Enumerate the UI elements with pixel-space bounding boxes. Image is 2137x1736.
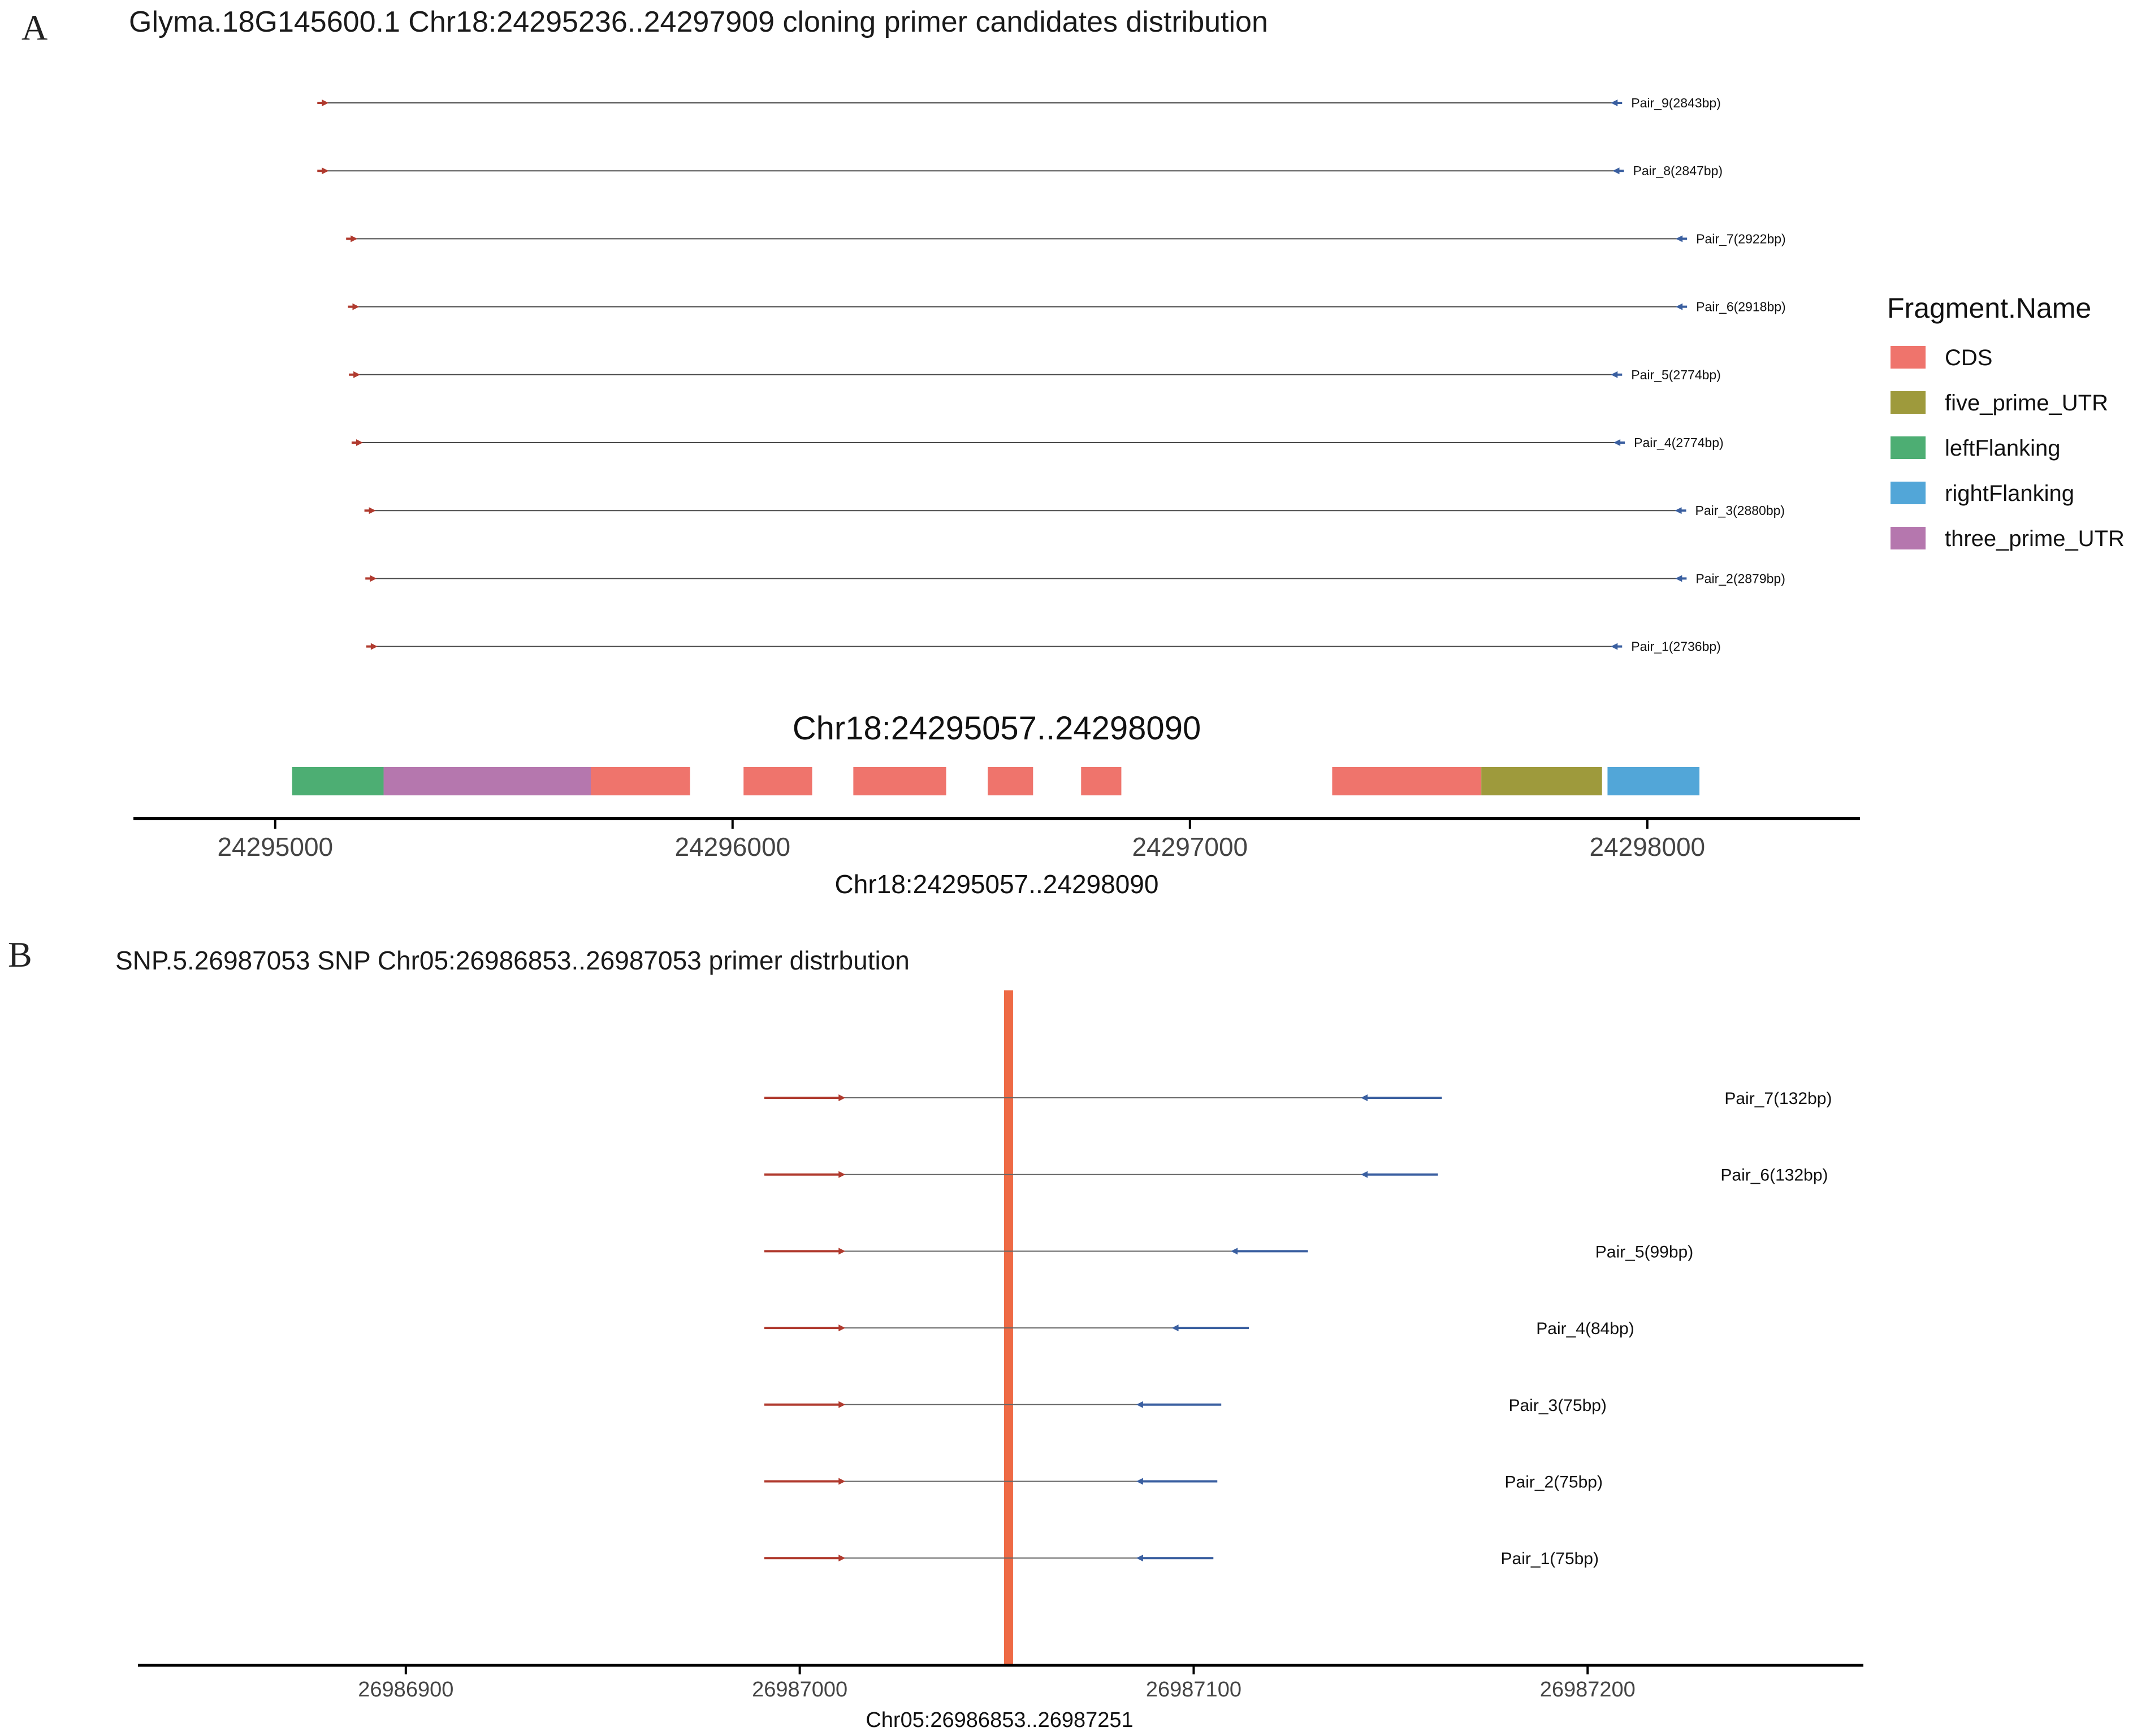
panel-a-gene-track-title: Chr18:24295057..24298090 (793, 710, 1201, 747)
panel-a-pair-label: Pair_8(2847bp) (1633, 163, 1723, 178)
panel-a-x-tick-label: 24296000 (674, 832, 790, 861)
panel-b-forward-primer-arrow (838, 1401, 846, 1408)
panel-b-forward-primer-arrow (838, 1094, 846, 1101)
panel-b-pair-label: Pair_5(99bp) (1595, 1243, 1693, 1261)
panel-b-reverse-primer-arrow (1136, 1555, 1143, 1562)
panel-a-forward-primer-arrow (353, 371, 361, 378)
panel-b-pair-label: Pair_6(132bp) (1720, 1166, 1828, 1185)
legend-label-CDS: CDS (1945, 345, 1992, 370)
panel-b-x-tick-label: 26987100 (1146, 1678, 1241, 1702)
legend-swatch-CDS (1891, 346, 1926, 369)
panel-b-pair-label: Pair_3(75bp) (1508, 1396, 1606, 1415)
panel-b-reverse-primer-arrow (1231, 1248, 1238, 1255)
panel-a-reverse-primer-arrow (1613, 439, 1621, 446)
panel-b-title: SNP.5.26987053 SNP Chr05:26986853..26987… (115, 946, 910, 975)
panel-b-forward-primer-arrow (838, 1171, 846, 1178)
panel-a-forward-primer-arrow (322, 99, 329, 106)
panel-a-fragment-CDS (591, 767, 690, 795)
panel-a-gene-fragments (292, 767, 1700, 795)
panel-b-pair-label: Pair_4(84bp) (1536, 1319, 1634, 1338)
panel-a-fragment-CDS (1081, 767, 1122, 795)
panel-a-reverse-primer-arrow (1675, 575, 1682, 582)
panel-a-fragment-CDS (743, 767, 812, 795)
panel-a-x-tick-label: 24298000 (1589, 832, 1705, 861)
panel-a-pair-label: Pair_4(2774bp) (1634, 435, 1724, 450)
panel-a-reverse-primer-arrow (1676, 235, 1683, 243)
panel-b-reverse-primer-arrow (1171, 1324, 1179, 1332)
panel-a-pair-label: Pair_7(2922bp) (1696, 231, 1786, 246)
panel-b-reverse-primer-arrow (1361, 1171, 1368, 1178)
panel-a-reverse-primer-arrow (1675, 507, 1682, 514)
panel-a-letter: A (21, 7, 47, 47)
panel-a-fragment-rightFlanking (1607, 767, 1700, 795)
panel-a-pair-label: Pair_3(2880bp) (1695, 503, 1785, 518)
panel-a-reverse-primer-arrow (1676, 303, 1683, 310)
panel-a-reverse-primer-arrow (1611, 99, 1618, 106)
panel-b-reverse-primer-arrow (1361, 1094, 1368, 1101)
panel-a-pair-label: Pair_2(2879bp) (1695, 571, 1785, 586)
panel-b-forward-primer-arrow (838, 1478, 846, 1485)
panel-a-forward-primer-arrow (370, 575, 377, 582)
legend-label-leftFlanking: leftFlanking (1945, 436, 2061, 461)
legend-swatch-rightFlanking (1891, 482, 1926, 504)
panel-b-x-tick-label: 26987200 (1540, 1678, 1636, 1702)
panel-a-x-ticks: 24295000 24296000 24297000 24298000 (217, 819, 1705, 861)
panel-a-pair-label: Pair_5(2774bp) (1631, 367, 1721, 382)
panel-b-letter: B (8, 934, 32, 975)
panel-a-fragment-CDS (988, 767, 1033, 795)
panel-a-forward-primer-arrow (322, 167, 329, 175)
panel-a-reverse-primer-arrow (1612, 167, 1620, 175)
panel-b-forward-primer-arrow (838, 1248, 846, 1255)
panel-a-fragment-CDS (853, 767, 946, 795)
panel-a-forward-primer-arrow (356, 439, 363, 446)
panel-a-forward-primer-arrow (352, 303, 360, 310)
panel-a-forward-primer-arrow (351, 235, 358, 243)
legend-label-five_prime_UTR: five_prime_UTR (1945, 391, 2108, 415)
panel-b-x-tick-label: 26986900 (358, 1678, 453, 1702)
panel-a-primer-pairs: Pair_9(2843bp) Pair_8(2847bp) Pair_7(2922b… (317, 96, 1786, 654)
panel-b-reverse-primer-arrow (1136, 1478, 1143, 1485)
panel-a-fragment-CDS (1332, 767, 1482, 795)
panel-a-fragment-three_prime_UTR (383, 767, 591, 795)
panel-a-reverse-primer-arrow (1611, 643, 1618, 650)
legend-title: Fragment.Name (1887, 292, 2091, 324)
panel-a-x-tick-label: 24295000 (217, 832, 333, 861)
panel-b-pair-label: Pair_2(75bp) (1505, 1473, 1603, 1492)
panel-a-pair-label: Pair_1(2736bp) (1631, 639, 1721, 654)
legend-label-three_prime_UTR: three_prime_UTR (1945, 526, 2125, 551)
panel-b-forward-primer-arrow (838, 1555, 846, 1562)
panel-a-pair-label: Pair_9(2843bp) (1631, 96, 1721, 110)
panel-b-forward-primer-arrow (838, 1324, 846, 1332)
panel-a-title: Glyma.18G145600.1 Chr18:24295236..242979… (129, 6, 1268, 38)
panel-a-fragment-five_prime_UTR (1481, 767, 1602, 795)
panel-b-primer-pairs: Pair_7(132bp) Pair_6(132bp) Pair_5(99bp) Pa… (764, 1089, 1832, 1568)
panel-b-pair-label: Pair_7(132bp) (1724, 1089, 1832, 1108)
panel-a-pair-label: Pair_6(2918bp) (1696, 300, 1786, 314)
legend-label-rightFlanking: rightFlanking (1945, 481, 2074, 506)
legend-swatch-leftFlanking (1891, 436, 1926, 459)
panel-a-forward-primer-arrow (370, 643, 378, 650)
panel-b-x-ticks: 26986900 26987000 26987100 26987200 (358, 1665, 1636, 1702)
panel-a-legend: Fragment.Name CDS five_prime_UTR leftFlank… (1887, 292, 2125, 551)
panel-a-reverse-primer-arrow (1611, 371, 1618, 378)
panel-b-x-axis-label: Chr05:26986853..26987251 (866, 1708, 1133, 1732)
panel-b-reverse-primer-arrow (1136, 1401, 1143, 1408)
legend-swatch-three_prime_UTR (1891, 527, 1926, 549)
panel-a-x-tick-label: 24297000 (1132, 832, 1248, 861)
panel-a-forward-primer-arrow (369, 507, 376, 514)
panel-b-pair-label: Pair_1(75bp) (1501, 1549, 1599, 1568)
panel-b-x-tick-label: 26987000 (752, 1678, 847, 1702)
legend-swatch-five_prime_UTR (1891, 391, 1926, 414)
panel-a-x-axis-label: Chr18:24295057..24298090 (835, 869, 1159, 899)
panel-a-fragment-leftFlanking (292, 767, 384, 795)
